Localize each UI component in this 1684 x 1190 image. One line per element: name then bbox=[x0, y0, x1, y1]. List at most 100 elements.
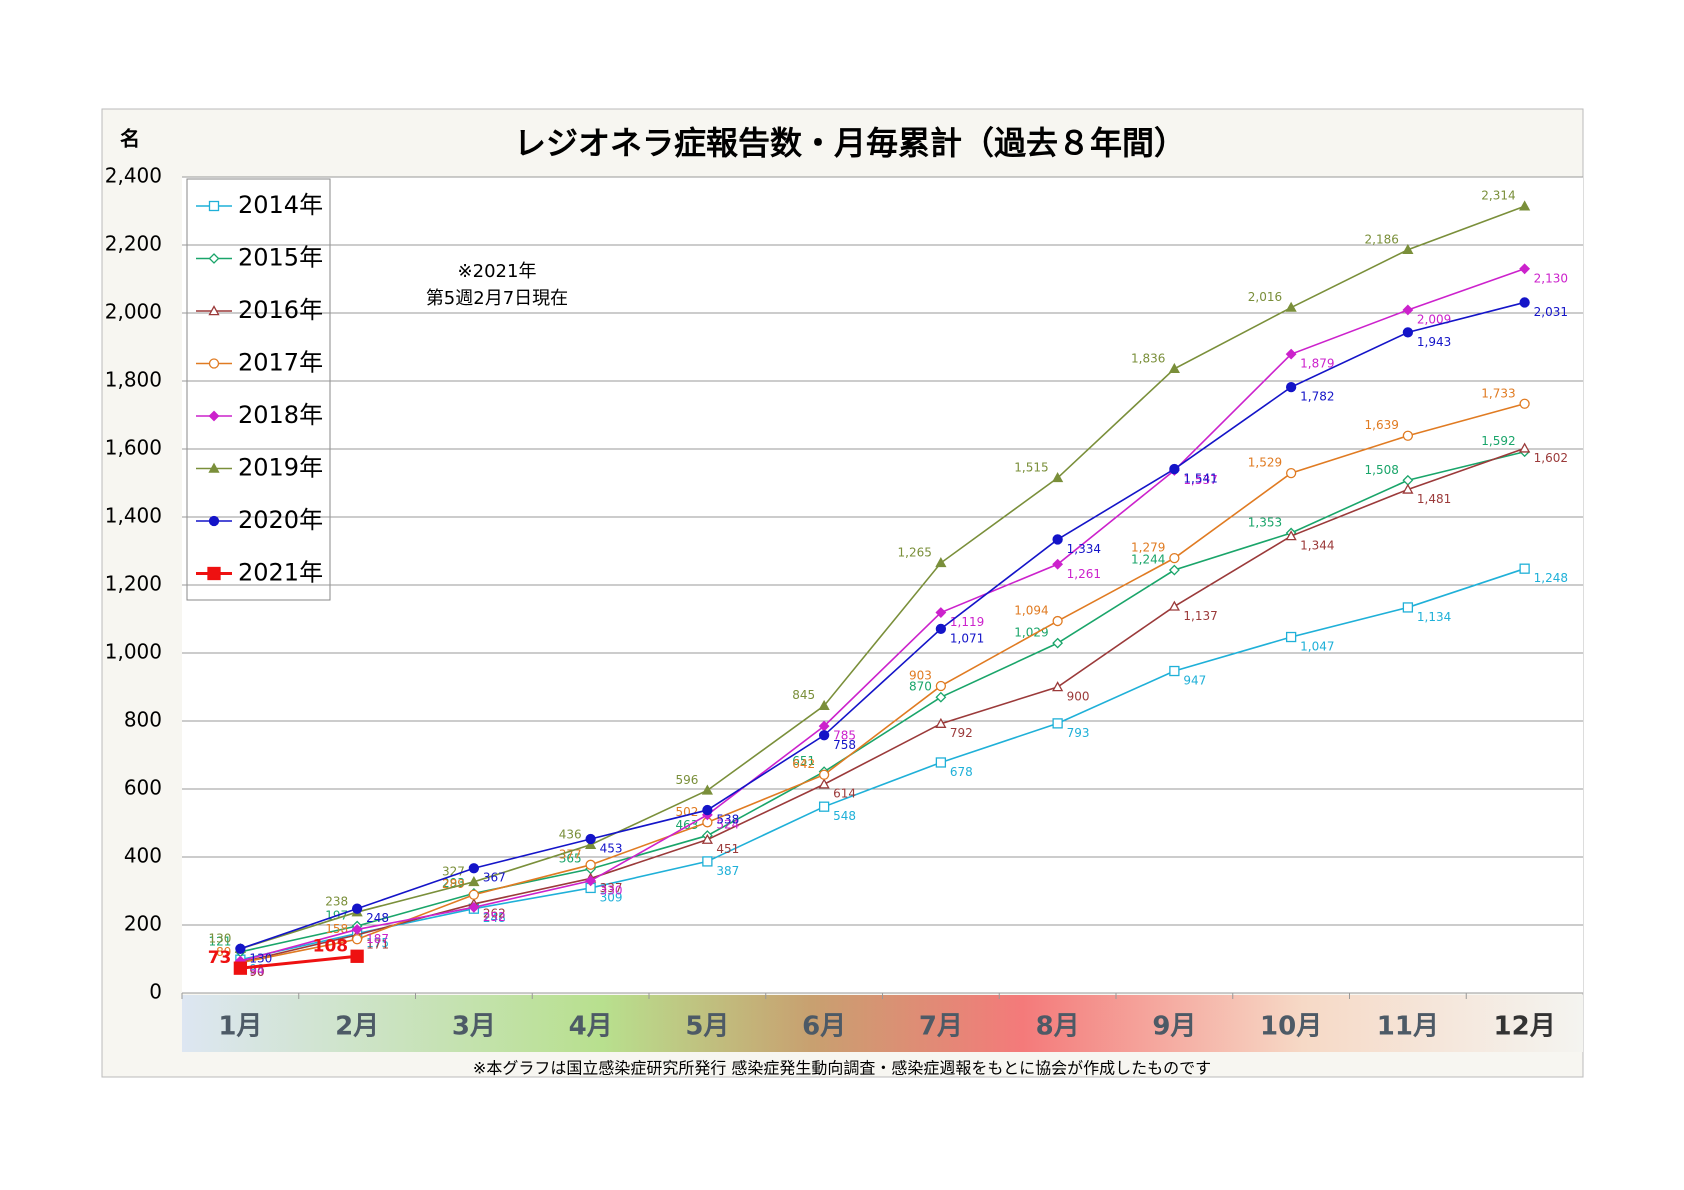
marker bbox=[818, 778, 830, 789]
marker bbox=[702, 804, 713, 816]
data-label: 845 bbox=[792, 688, 815, 702]
data-label: 367 bbox=[483, 871, 506, 885]
y-tick-label: 800 bbox=[124, 708, 162, 732]
data-label: 1,879 bbox=[1300, 357, 1334, 371]
marker bbox=[208, 358, 220, 369]
marker bbox=[1519, 563, 1530, 574]
marker bbox=[1519, 200, 1531, 211]
marker bbox=[1052, 681, 1064, 692]
marker bbox=[208, 200, 220, 212]
data-label: 1,639 bbox=[1365, 418, 1399, 432]
data-label: 89 bbox=[216, 945, 231, 959]
data-label: 1,248 bbox=[1534, 571, 1568, 585]
y-tick-label: 1,800 bbox=[105, 368, 162, 392]
marker bbox=[1169, 665, 1180, 677]
marker bbox=[935, 691, 947, 703]
month-strip bbox=[182, 995, 1583, 1052]
marker bbox=[935, 607, 947, 618]
marker bbox=[1285, 530, 1297, 541]
x-tick-label: 9月 bbox=[1152, 1012, 1196, 1042]
marker bbox=[468, 889, 480, 900]
data-label: 1,602 bbox=[1534, 451, 1568, 465]
data-label: 1,836 bbox=[1131, 351, 1165, 365]
data-label: 436 bbox=[559, 827, 582, 841]
data-label: 365 bbox=[559, 851, 582, 865]
marker bbox=[935, 717, 947, 728]
x-tick-label: 5月 bbox=[685, 1012, 729, 1042]
data-label: 793 bbox=[1067, 726, 1090, 740]
marker bbox=[208, 410, 220, 422]
x-tick-label: 2月 bbox=[335, 1012, 379, 1042]
data-label: 1,029 bbox=[1014, 626, 1048, 640]
legend-label: 2019年 bbox=[238, 454, 323, 482]
data-label: 1,279 bbox=[1131, 541, 1165, 555]
annotation: ※2021年 bbox=[458, 261, 537, 282]
data-label: 309 bbox=[600, 890, 623, 904]
marker bbox=[1285, 467, 1297, 479]
legend-label: 2016年 bbox=[238, 296, 323, 324]
marker bbox=[1402, 243, 1414, 255]
data-label: 1,782 bbox=[1300, 390, 1334, 404]
data-label: 1,537 bbox=[1183, 473, 1217, 487]
data-label: 130 bbox=[249, 951, 272, 965]
series-line bbox=[240, 301, 1525, 950]
marker bbox=[1519, 442, 1531, 453]
marker bbox=[1168, 600, 1180, 611]
y-tick-label: 600 bbox=[124, 776, 162, 800]
data-label: 73 bbox=[208, 948, 232, 968]
marker bbox=[935, 757, 947, 768]
y-unit: 名 bbox=[120, 127, 140, 151]
data-label: 1,592 bbox=[1481, 434, 1515, 448]
data-label: 785 bbox=[833, 729, 856, 743]
marker bbox=[1402, 602, 1414, 613]
data-label: 175 bbox=[366, 936, 389, 950]
data-label: 2,314 bbox=[1481, 189, 1515, 203]
marker bbox=[233, 961, 248, 975]
data-label: 1,137 bbox=[1183, 609, 1217, 623]
x-tick-label: 12月 bbox=[1494, 1012, 1556, 1042]
legend-label: 2017年 bbox=[238, 349, 323, 377]
data-label: 327 bbox=[442, 864, 465, 878]
marker bbox=[208, 462, 220, 473]
marker bbox=[818, 801, 830, 812]
y-tick-label: 1,400 bbox=[105, 504, 162, 528]
y-tick-label: 2,200 bbox=[105, 232, 162, 256]
y-tick-label: 400 bbox=[124, 844, 162, 868]
data-label: 1,529 bbox=[1248, 456, 1282, 470]
data-label: 1,261 bbox=[1067, 567, 1101, 581]
data-label: 903 bbox=[909, 668, 932, 682]
data-label: 1,244 bbox=[1131, 553, 1165, 567]
marker bbox=[468, 875, 480, 887]
series-line bbox=[240, 403, 1525, 964]
marker bbox=[1168, 564, 1180, 576]
x-tick-label: 1月 bbox=[218, 1012, 262, 1042]
marker bbox=[1052, 615, 1063, 627]
series-line bbox=[240, 447, 1525, 964]
data-label: 387 bbox=[716, 864, 739, 878]
marker bbox=[468, 901, 480, 913]
x-tick-label: 10月 bbox=[1260, 1012, 1322, 1042]
footnote: ※本グラフは国立感染症研究所発行 感染症発生動向調査・感染症週報をもとに協会が作… bbox=[473, 1059, 1211, 1078]
data-label: 2,009 bbox=[1417, 312, 1451, 326]
marker bbox=[1285, 631, 1297, 643]
data-label: 548 bbox=[833, 809, 856, 823]
data-label: 238 bbox=[325, 895, 348, 909]
marker bbox=[1052, 558, 1064, 570]
marker bbox=[1402, 327, 1414, 338]
marker bbox=[585, 838, 597, 850]
marker bbox=[351, 903, 363, 914]
legend-label: 2020年 bbox=[238, 506, 323, 534]
data-label: 463 bbox=[675, 818, 698, 832]
marker bbox=[1402, 430, 1414, 441]
y-tick-label: 1,600 bbox=[105, 436, 162, 460]
data-label: 614 bbox=[833, 787, 856, 801]
annotation: 第5週2月7日現在 bbox=[426, 288, 568, 309]
legend-label: 2018年 bbox=[238, 401, 323, 429]
marker bbox=[208, 515, 220, 527]
marker bbox=[1519, 398, 1530, 409]
marker bbox=[351, 924, 363, 935]
marker bbox=[1168, 362, 1180, 374]
legend bbox=[186, 178, 331, 601]
data-label: 252 bbox=[483, 910, 506, 924]
